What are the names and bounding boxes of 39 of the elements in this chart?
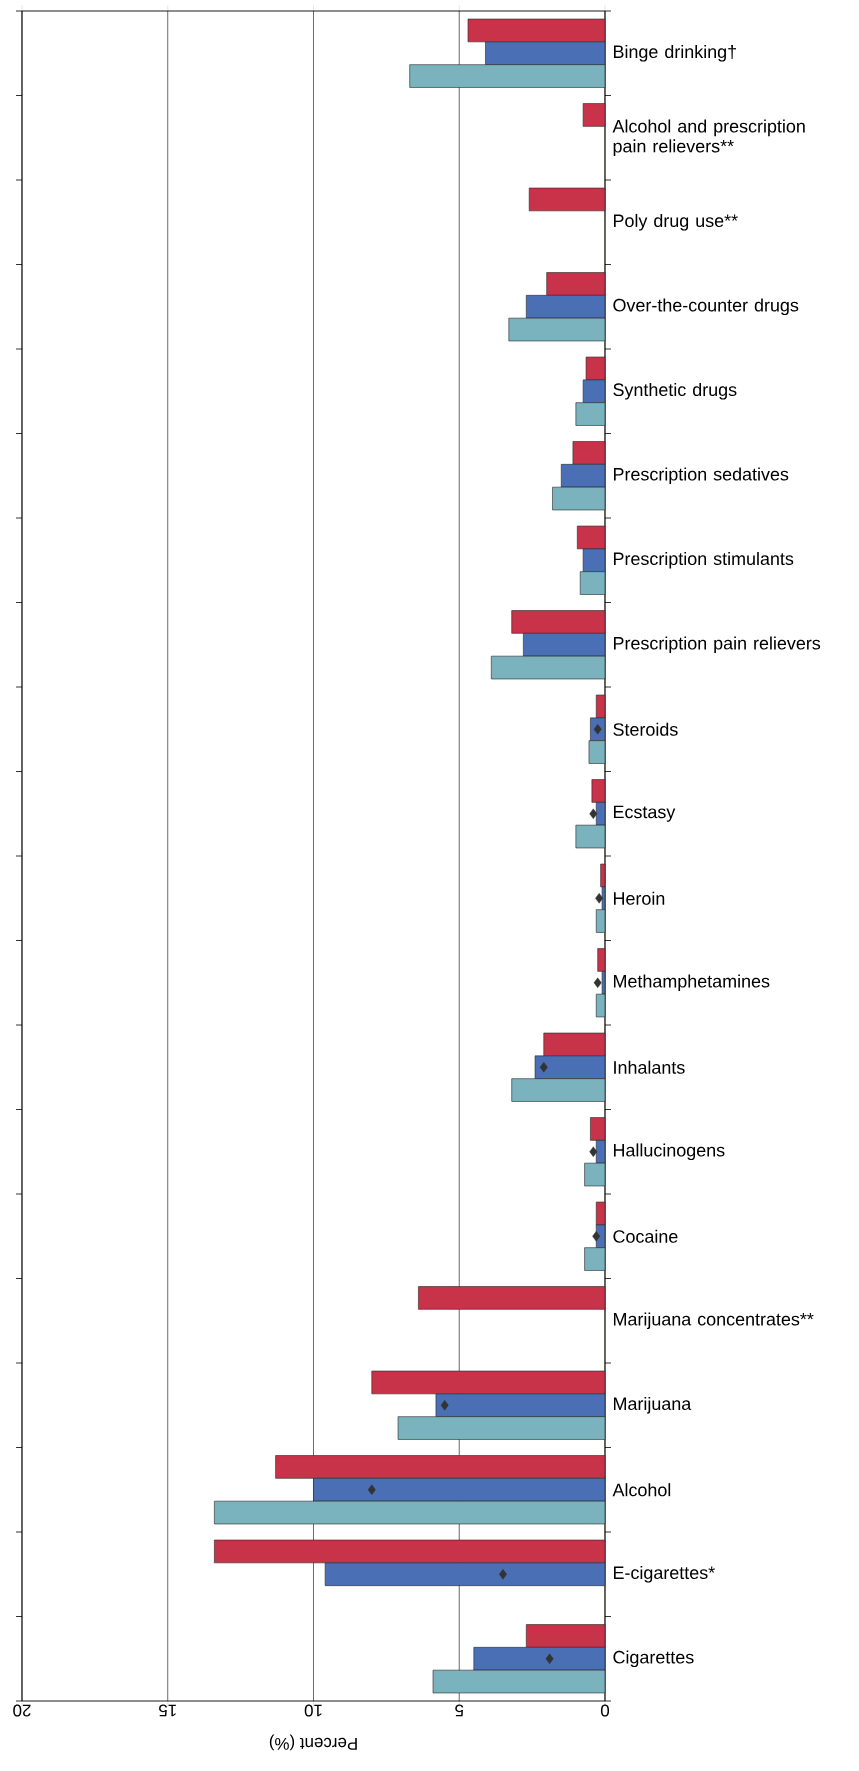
y-tick-label: E-cigarettes* [613, 1565, 715, 1583]
y-tick-label: Poly drug use** [613, 213, 738, 231]
y-tick-label: Prescription pain relievers [613, 636, 821, 654]
y-tick-label: Marijuana [613, 1396, 692, 1414]
y-tick-label: Methamphetamines [613, 974, 770, 992]
x-tick-label: 15 [159, 1704, 176, 1717]
y-tick-label: Binge drinking† [613, 44, 736, 62]
y-tick-label: Synthetic drugs [613, 382, 737, 400]
y-tick-label: Prescription sedatives [613, 467, 789, 485]
bar [528, 187, 606, 212]
y-tick-label: Cocaine [613, 1229, 678, 1243]
y-tick-label: Heroin [613, 891, 665, 905]
y-tick-label: Cigarettes [613, 1650, 694, 1668]
y-tick-label: Ecstasy [613, 805, 676, 822]
y-tick-label: Hallucinogens [613, 1143, 725, 1161]
point [595, 893, 604, 904]
y-tick-label: Alcohol [612, 1483, 671, 1497]
point [545, 1653, 554, 1664]
x-tick-label: 20 [13, 1704, 31, 1717]
y-tick-label: Over-the-counter drugs [613, 298, 799, 316]
x-tick-label: 10 [304, 1704, 322, 1717]
point [440, 1400, 449, 1411]
point [539, 1062, 548, 1073]
bar [582, 103, 606, 127]
point [593, 977, 602, 988]
x-tick-label: 0 [600, 1704, 610, 1717]
y-tick-label: Alcohol and prescription pain relievers** [612, 119, 805, 157]
y-tick-label: Marijuana concentrates** [613, 1312, 814, 1330]
y-tick-label: Inhalants [614, 1060, 685, 1074]
point [589, 808, 598, 819]
point [367, 1484, 376, 1495]
y-tick-label: Steroids [613, 722, 678, 736]
x-tick-label: 5 [455, 1704, 464, 1717]
point [592, 1231, 601, 1242]
point [499, 1569, 507, 1580]
point [589, 1146, 598, 1157]
bar [418, 1286, 606, 1310]
y-tick-label: Prescription stimulants [613, 551, 794, 569]
x-axis-title: Percent (%) [269, 1734, 357, 1751]
